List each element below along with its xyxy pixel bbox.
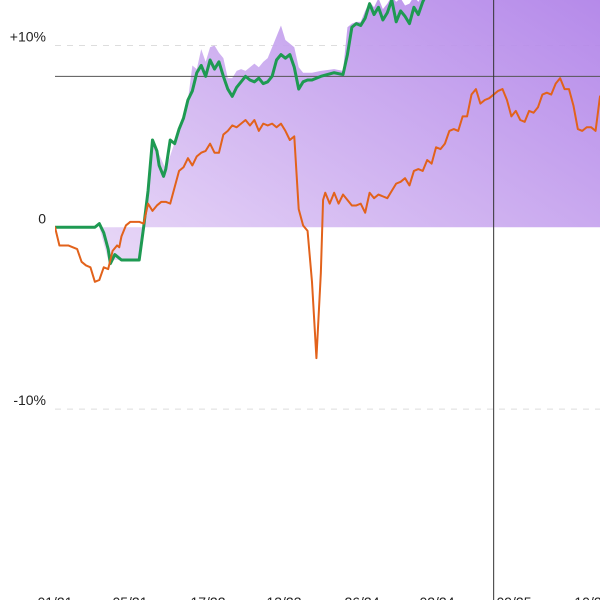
- x-axis-ticks: 01/21 05/21 17/22 13/23 26/24 02/24 09/25 10/2: [37, 594, 600, 605]
- y-tick-label: 0: [38, 210, 46, 226]
- x-tick-label: 17/22: [190, 594, 225, 600]
- area-fill-shape: [55, 0, 600, 260]
- area-fill: [55, 0, 600, 260]
- x-tick-label: 02/24: [419, 594, 454, 600]
- series-lines: [55, 0, 600, 360]
- y-axis-ticks: +10% 0 -10%: [10, 28, 46, 408]
- x-tick-label: 10/2: [574, 594, 600, 600]
- y-tick-label: -10%: [13, 392, 46, 408]
- x-tick-label: 26/24: [344, 594, 379, 600]
- orange-series-line: [55, 77, 600, 360]
- x-tick-label: 09/25: [496, 594, 531, 600]
- x-tick-label: 05/21: [112, 594, 147, 600]
- x-tick-label: 01/21: [37, 594, 72, 600]
- y-tick-label: +10%: [10, 28, 46, 44]
- green-series-line: [55, 0, 426, 266]
- x-tick-label: 13/23: [266, 594, 301, 600]
